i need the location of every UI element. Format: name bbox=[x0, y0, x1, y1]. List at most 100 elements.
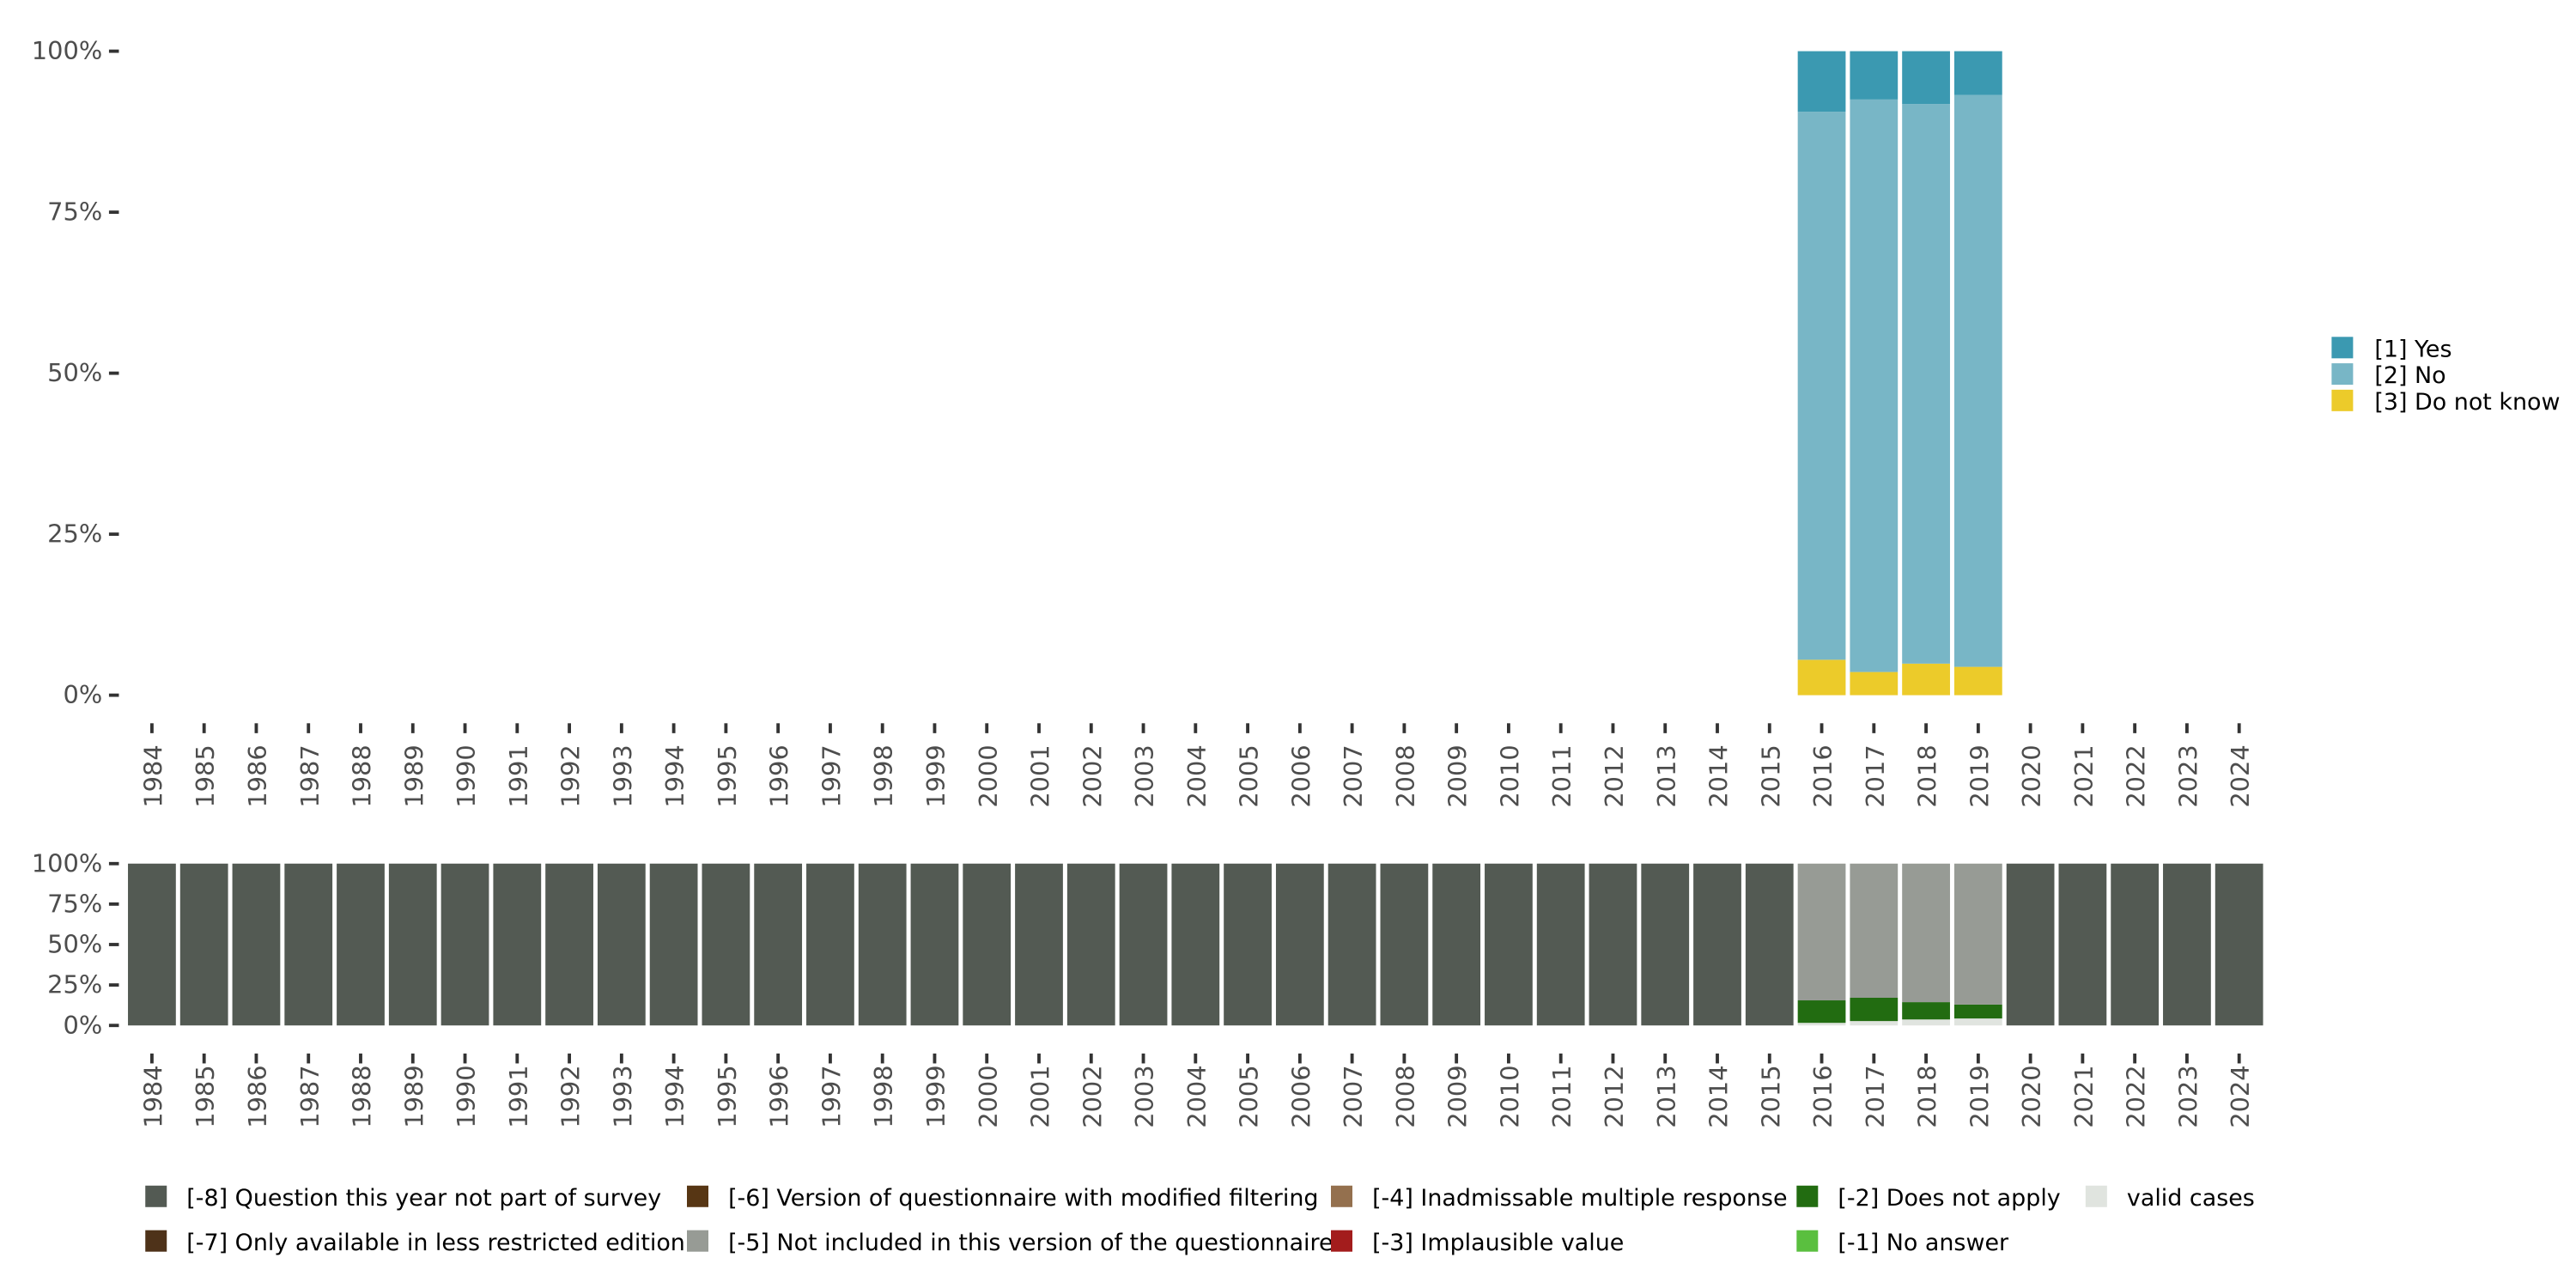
x-tick-label: 2003 bbox=[1130, 1065, 1159, 1127]
bar-segment bbox=[1641, 863, 1690, 1026]
bar-segment bbox=[1953, 51, 2002, 95]
bar-segment bbox=[2215, 863, 2263, 1026]
x-tick-label: 2005 bbox=[1235, 744, 1264, 807]
bar-segment bbox=[545, 863, 593, 1026]
x-tick-label: 1999 bbox=[921, 1065, 951, 1127]
bar-segment bbox=[1432, 863, 1481, 1026]
bar-segment bbox=[1850, 51, 1899, 100]
bar-segment bbox=[702, 863, 750, 1026]
bar-segment bbox=[1902, 863, 1950, 1003]
bar-segment bbox=[1953, 94, 2002, 667]
x-tick-label: 2023 bbox=[2173, 744, 2202, 807]
x-tick-label: 1986 bbox=[243, 744, 272, 807]
x-tick-label: 2017 bbox=[1861, 1065, 1890, 1127]
bar-segment bbox=[284, 863, 333, 1026]
x-tick-label: 2002 bbox=[1078, 1065, 1107, 1127]
legend-swatch bbox=[687, 1185, 708, 1207]
x-tick-label: 2004 bbox=[1182, 1065, 1212, 1127]
bar-segment bbox=[1797, 1000, 1846, 1024]
x-tick-label: 1996 bbox=[765, 1065, 794, 1127]
y-tick-label: 100% bbox=[32, 848, 102, 878]
bar-segment bbox=[1693, 863, 1741, 1026]
x-tick-label: 2020 bbox=[2017, 1065, 2046, 1127]
bar-segment bbox=[1066, 863, 1115, 1026]
bar-segment bbox=[1850, 99, 1899, 672]
x-tick-label: 1999 bbox=[921, 744, 951, 807]
x-tick-label: 1991 bbox=[504, 1065, 533, 1127]
x-tick-label: 1987 bbox=[295, 744, 325, 807]
bar-segment bbox=[1902, 51, 1950, 105]
bar-segment bbox=[1224, 863, 1272, 1026]
x-tick-label: 2011 bbox=[1547, 744, 1577, 807]
x-tick-label: 1985 bbox=[191, 1065, 220, 1127]
x-tick-label: 1995 bbox=[713, 1065, 742, 1127]
bar-segment bbox=[1902, 1019, 1950, 1026]
bar-segment bbox=[493, 863, 542, 1026]
legend-swatch bbox=[145, 1230, 167, 1252]
x-tick-label: 1992 bbox=[556, 1065, 586, 1127]
x-tick-label: 2018 bbox=[1913, 1065, 1942, 1127]
x-tick-label: 2010 bbox=[1495, 744, 1524, 807]
x-tick-label: 2024 bbox=[2226, 744, 2255, 807]
bar-segment bbox=[858, 863, 907, 1026]
legend-label: [-2] Does not apply bbox=[1838, 1185, 2060, 1212]
x-tick-label: 2000 bbox=[974, 1065, 1003, 1127]
x-tick-label: 1989 bbox=[399, 1065, 428, 1127]
legend-label: [1] Yes bbox=[2374, 336, 2451, 362]
x-tick-label: 2007 bbox=[1339, 744, 1368, 807]
bar-segment bbox=[1797, 112, 1846, 660]
bar-segment bbox=[179, 863, 228, 1026]
y-tick-label: 75% bbox=[47, 890, 102, 919]
x-tick-label: 2017 bbox=[1861, 744, 1890, 807]
legend-swatch bbox=[2331, 389, 2354, 411]
legend-swatch bbox=[1331, 1185, 1352, 1207]
bar-segment bbox=[1745, 863, 1794, 1026]
bar-segment bbox=[440, 863, 489, 1026]
x-tick-label: 1988 bbox=[348, 744, 377, 807]
x-tick-label: 2014 bbox=[1704, 744, 1734, 807]
x-tick-label: 2023 bbox=[2173, 1065, 2202, 1127]
y-tick-label: 0% bbox=[63, 1011, 102, 1040]
bar-segment bbox=[1536, 863, 1585, 1026]
x-tick-label: 1994 bbox=[660, 1065, 690, 1127]
legend-swatch bbox=[1796, 1230, 1819, 1252]
bar-segment bbox=[963, 863, 1012, 1026]
bar-segment bbox=[1171, 863, 1220, 1026]
x-tick-label: 2003 bbox=[1130, 744, 1159, 807]
x-tick-label: 2012 bbox=[1600, 1065, 1629, 1127]
bar-segment bbox=[1902, 1002, 1950, 1020]
y-tick-label: 0% bbox=[63, 680, 102, 709]
x-tick-label: 1994 bbox=[660, 744, 690, 807]
x-tick-label: 2006 bbox=[1286, 1065, 1315, 1127]
x-tick-label: 2014 bbox=[1704, 1065, 1734, 1127]
x-tick-label: 2001 bbox=[1026, 744, 1055, 807]
x-tick-label: 1995 bbox=[713, 744, 742, 807]
top-legend: [1] Yes[2] No[3] Do not know bbox=[2331, 336, 2561, 416]
x-tick-label: 2019 bbox=[1965, 744, 1994, 807]
legend-swatch bbox=[2085, 1185, 2107, 1207]
bar-segment bbox=[2006, 863, 2055, 1026]
x-tick-label: 1993 bbox=[608, 744, 637, 807]
x-tick-label: 1988 bbox=[348, 1065, 377, 1127]
x-tick-label: 2001 bbox=[1026, 1065, 1055, 1127]
x-tick-label: 2008 bbox=[1391, 1065, 1420, 1127]
x-tick-label: 1996 bbox=[765, 744, 794, 807]
x-tick-label: 2008 bbox=[1391, 744, 1420, 807]
bar-segment bbox=[232, 863, 281, 1026]
legend-label: [-6] Version of questionnaire with modif… bbox=[728, 1185, 1318, 1212]
bar-segment bbox=[1485, 863, 1533, 1026]
x-tick-label: 1991 bbox=[504, 744, 533, 807]
x-tick-label: 1990 bbox=[452, 744, 481, 807]
bar-segment bbox=[1953, 666, 2002, 696]
bar-segment bbox=[597, 863, 646, 1026]
x-tick-label: 2009 bbox=[1443, 1065, 1473, 1127]
bar-segment bbox=[1953, 1018, 2002, 1026]
x-tick-label: 2020 bbox=[2017, 744, 2046, 807]
bar-segment bbox=[128, 863, 176, 1026]
x-tick-label: 1990 bbox=[452, 1065, 481, 1127]
bar-segment bbox=[1589, 863, 1637, 1026]
y-tick-label: 100% bbox=[32, 36, 102, 65]
bar-segment bbox=[337, 863, 385, 1026]
x-tick-label: 2006 bbox=[1286, 744, 1315, 807]
